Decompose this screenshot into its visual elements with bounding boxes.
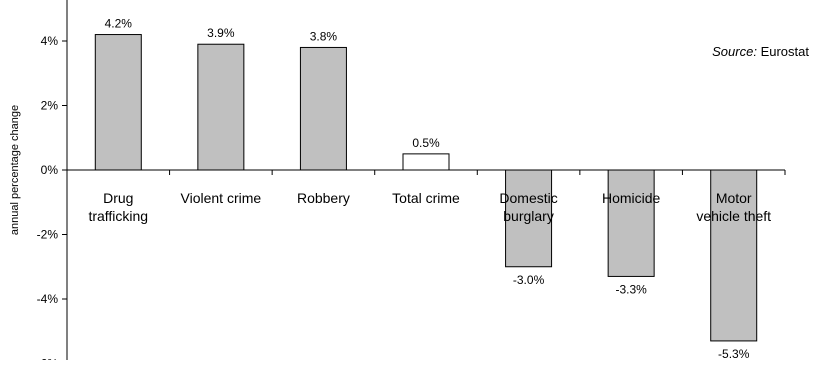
y-axis-title: annual percentage change: [9, 105, 21, 235]
data-label: -3.3%: [615, 282, 647, 296]
y-tick-label: -4%: [37, 292, 59, 306]
category-label: Domestic burglary: [499, 190, 557, 224]
data-label: -3.0%: [513, 273, 545, 287]
category-label: Violent crime: [181, 190, 262, 206]
data-label: 4.2%: [105, 17, 133, 31]
y-tick-label: -6%: [37, 357, 59, 361]
y-tick-label: 0%: [41, 163, 59, 177]
data-label: 0.5%: [412, 136, 440, 150]
bar: [607, 169, 655, 277]
bar: [710, 169, 758, 342]
source-name: Eurostat: [760, 44, 809, 59]
bar: [505, 169, 553, 268]
category-label: Robbery: [297, 190, 350, 206]
category-label: Total crime: [392, 190, 460, 206]
data-label: -5.3%: [718, 347, 750, 360]
bar: [94, 34, 142, 171]
bar: [299, 46, 347, 171]
source-prefix: Source:: [712, 44, 757, 59]
y-tick-label: -2%: [37, 228, 59, 242]
category-label: Homicide: [602, 190, 661, 206]
data-label: 3.9%: [207, 26, 235, 40]
category-label: Drug trafficking: [88, 190, 148, 224]
bar: [197, 43, 245, 171]
category-label: Motor vehicle theft: [696, 190, 771, 224]
bar: [402, 153, 450, 171]
data-label: 3.8%: [310, 29, 338, 43]
source-note: Source: Eurostat: [712, 44, 809, 59]
y-tick-label: 2%: [41, 99, 59, 113]
y-tick-label: 4%: [41, 34, 59, 48]
